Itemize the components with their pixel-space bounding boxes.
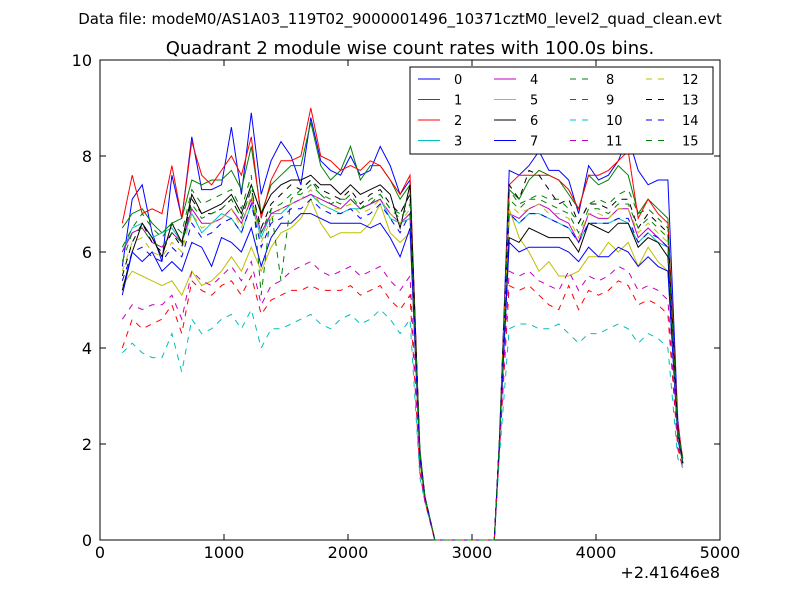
- legend-label-14: 14: [682, 114, 699, 129]
- series-group: [121, 107, 684, 541]
- y-tick-label-0: 0: [82, 531, 92, 550]
- series-line-9: [121, 274, 684, 541]
- legend-label-11: 11: [606, 135, 623, 150]
- legend-label-2: 2: [454, 114, 462, 129]
- legend-label-4: 4: [530, 73, 538, 88]
- chart-suptitle: Data file: modeM0/AS1A03_119T02_90000014…: [78, 10, 722, 29]
- x-offset-label: +2.41646e8: [620, 563, 720, 582]
- legend-label-6: 6: [530, 114, 538, 129]
- y-tick-label-1: 2: [82, 435, 92, 454]
- series-line-10: [121, 308, 684, 541]
- legend-label-12: 12: [682, 73, 699, 88]
- y-tick-label-2: 4: [82, 339, 92, 358]
- legend-label-5: 5: [530, 94, 538, 109]
- legend-label-1: 1: [454, 94, 462, 109]
- series-line-6: [121, 174, 684, 541]
- series-line-11: [121, 260, 684, 541]
- x-tick-label-3: 3000: [452, 543, 493, 562]
- legend-label-15: 15: [682, 135, 699, 150]
- series-line-8: [121, 175, 684, 541]
- series-line-15: [121, 184, 684, 541]
- legend-label-0: 0: [454, 73, 462, 88]
- x-tick-label-2: 2000: [328, 543, 369, 562]
- legend-box: [409, 66, 714, 155]
- y-tick-label-3: 6: [82, 243, 92, 262]
- series-line-13: [121, 169, 684, 541]
- x-tick-label-5: 5000: [700, 543, 741, 562]
- x-tick-label-4: 4000: [576, 543, 617, 562]
- series-line-2: [121, 107, 684, 541]
- legend-label-9: 9: [606, 94, 614, 109]
- legend-label-10: 10: [606, 114, 623, 129]
- chart-title: Quadrant 2 module wise count rates with …: [166, 38, 655, 59]
- x-tick-label-0: 0: [95, 543, 105, 562]
- x-tick-label-1: 1000: [204, 543, 245, 562]
- y-tick-label-5: 10: [72, 51, 92, 70]
- series-line-7: [121, 213, 684, 541]
- series-line-14: [121, 198, 684, 541]
- legend-label-13: 13: [682, 94, 699, 109]
- legend-label-7: 7: [530, 135, 538, 150]
- y-tick-label-4: 8: [82, 147, 92, 166]
- legend-label-8: 8: [606, 73, 614, 88]
- legend-label-3: 3: [454, 135, 462, 150]
